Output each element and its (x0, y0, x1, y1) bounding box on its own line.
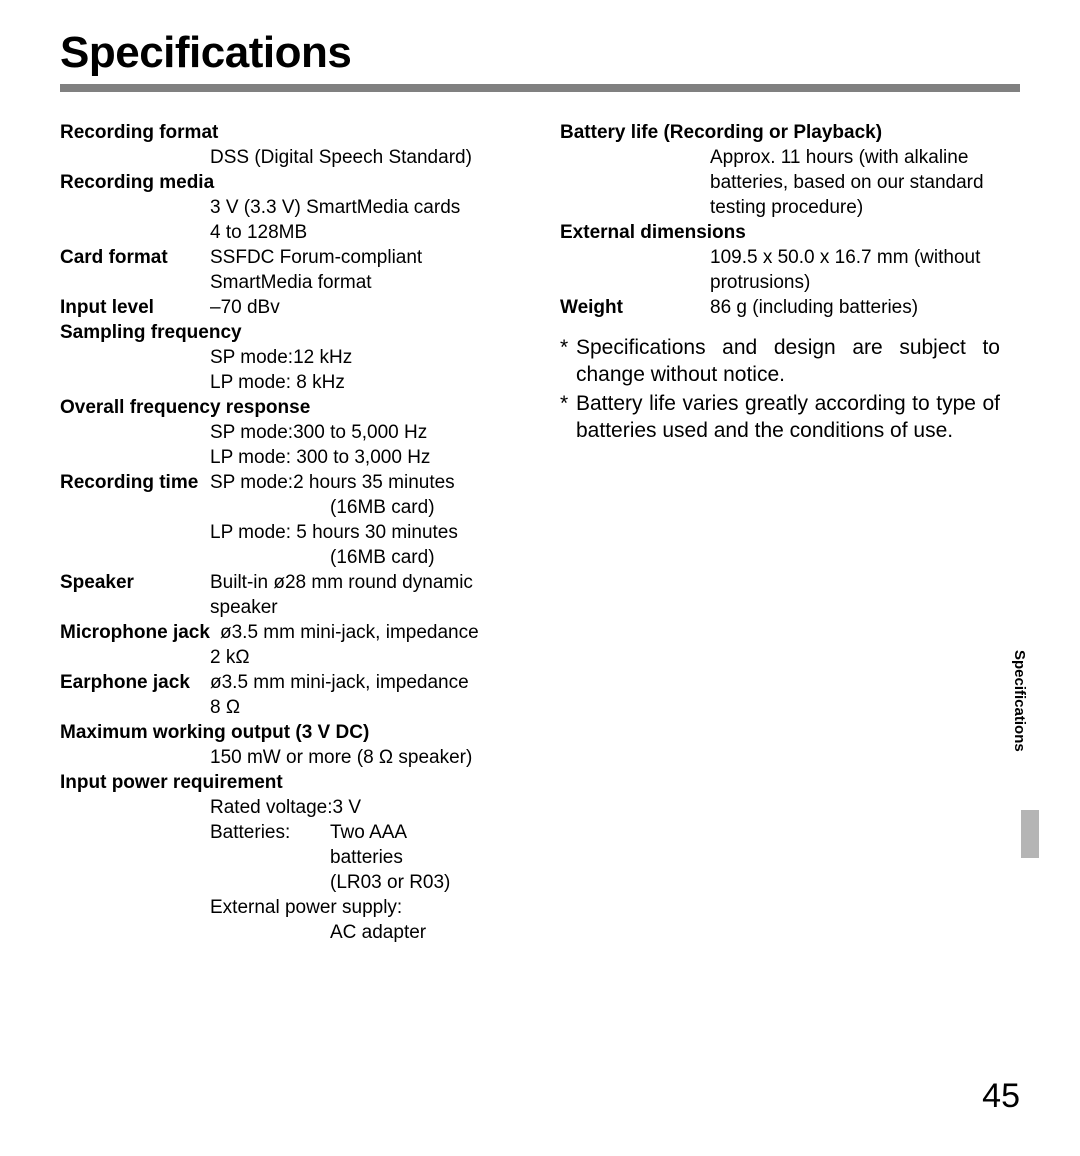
spec-value: LP mode: 8 kHz (210, 372, 345, 393)
spec-value: speaker (210, 597, 278, 618)
spec-value: 8 Ω (210, 697, 240, 718)
spec-value: (LR03 or R03) (330, 872, 450, 893)
spec-value: –70 dBv (210, 295, 500, 320)
spec-value: 150 mW or more (8 Ω speaker) (210, 747, 472, 768)
spec-value: (16MB card) (330, 547, 435, 568)
spec-value: DSS (Digital Speech Standard) (210, 147, 472, 168)
footnote-text: Battery life varies greatly according to… (576, 390, 1000, 444)
spec-value: 2 kΩ (210, 647, 250, 668)
spec-value: SP mode:12 kHz (210, 347, 352, 368)
spec-value: SmartMedia format (210, 272, 372, 293)
footnote: *Battery life varies greatly according t… (560, 390, 1000, 444)
spec-label: Earphone jack (60, 670, 210, 695)
title-rule (60, 84, 1020, 92)
page-title: Specifications (60, 28, 1020, 78)
spec-value: batteries (330, 847, 403, 868)
spec-label: Maximum working output (3 V DC) (60, 720, 369, 745)
spec-subkey: Rated voltage: (210, 795, 333, 820)
right-column: Battery life (Recording or Playback) App… (560, 120, 1000, 945)
left-column: Recording format DSS (Digital Speech Sta… (60, 120, 500, 945)
side-tab-label: Specifications (1011, 650, 1028, 752)
side-tab-marker (1021, 810, 1039, 858)
spec-value: 4 to 128MB (210, 222, 307, 243)
spec-label: Recording format (60, 120, 218, 145)
spec-subkey: Batteries: (210, 820, 330, 845)
spec-label: Battery life (Recording or Playback) (560, 120, 882, 145)
spec-label: Card format (60, 245, 210, 270)
spec-value: SSFDC Forum-compliant (210, 245, 500, 270)
spec-label: Overall frequency response (60, 395, 310, 420)
spec-value: batteries, based on our standard (710, 172, 984, 193)
spec-value: 3 V (3.3 V) SmartMedia cards (210, 197, 460, 218)
footnote: *Specifications and design are subject t… (560, 334, 1000, 388)
page-number: 45 (982, 1077, 1020, 1116)
spec-value: AC adapter (330, 922, 426, 943)
spec-label: External dimensions (560, 220, 746, 245)
spec-value: testing procedure) (710, 197, 863, 218)
spec-value: SP mode:2 hours 35 minutes (210, 470, 500, 495)
page: Specifications Recording format DSS (Dig… (0, 0, 1080, 985)
spec-label: Speaker (60, 570, 210, 595)
spec-value: protrusions) (710, 272, 810, 293)
spec-value: Two AAA (330, 820, 407, 845)
spec-value: Built-in ø28 mm round dynamic (210, 570, 500, 595)
spec-value: ø3.5 mm mini-jack, impedance (210, 670, 500, 695)
spec-label: Weight (560, 295, 710, 320)
spec-label: Recording time (60, 470, 210, 495)
spec-value: 109.5 x 50.0 x 16.7 mm (without (710, 247, 980, 268)
spec-value: 86 g (including batteries) (710, 295, 1000, 320)
spec-subkey: External power supply: (210, 897, 402, 918)
spec-label: Microphone jack (60, 620, 220, 645)
spec-value: LP mode: 300 to 3,000 Hz (210, 447, 430, 468)
spec-label: Recording media (60, 170, 214, 195)
spec-value: Approx. 11 hours (with alkaline (710, 147, 968, 168)
footnote-text: Specifications and design are subject to… (576, 334, 1000, 388)
content-columns: Recording format DSS (Digital Speech Sta… (60, 120, 1020, 945)
spec-label: Sampling frequency (60, 320, 242, 345)
asterisk-icon: * (560, 390, 576, 444)
spec-label: Input level (60, 295, 210, 320)
spec-value: ø3.5 mm mini-jack, impedance (220, 620, 500, 645)
spec-label: Input power requirement (60, 770, 283, 795)
spec-value: SP mode:300 to 5,000 Hz (210, 422, 427, 443)
spec-value: 3 V (333, 795, 362, 820)
spec-value: (16MB card) (330, 497, 435, 518)
asterisk-icon: * (560, 334, 576, 388)
spec-value: LP mode: 5 hours 30 minutes (210, 522, 458, 543)
